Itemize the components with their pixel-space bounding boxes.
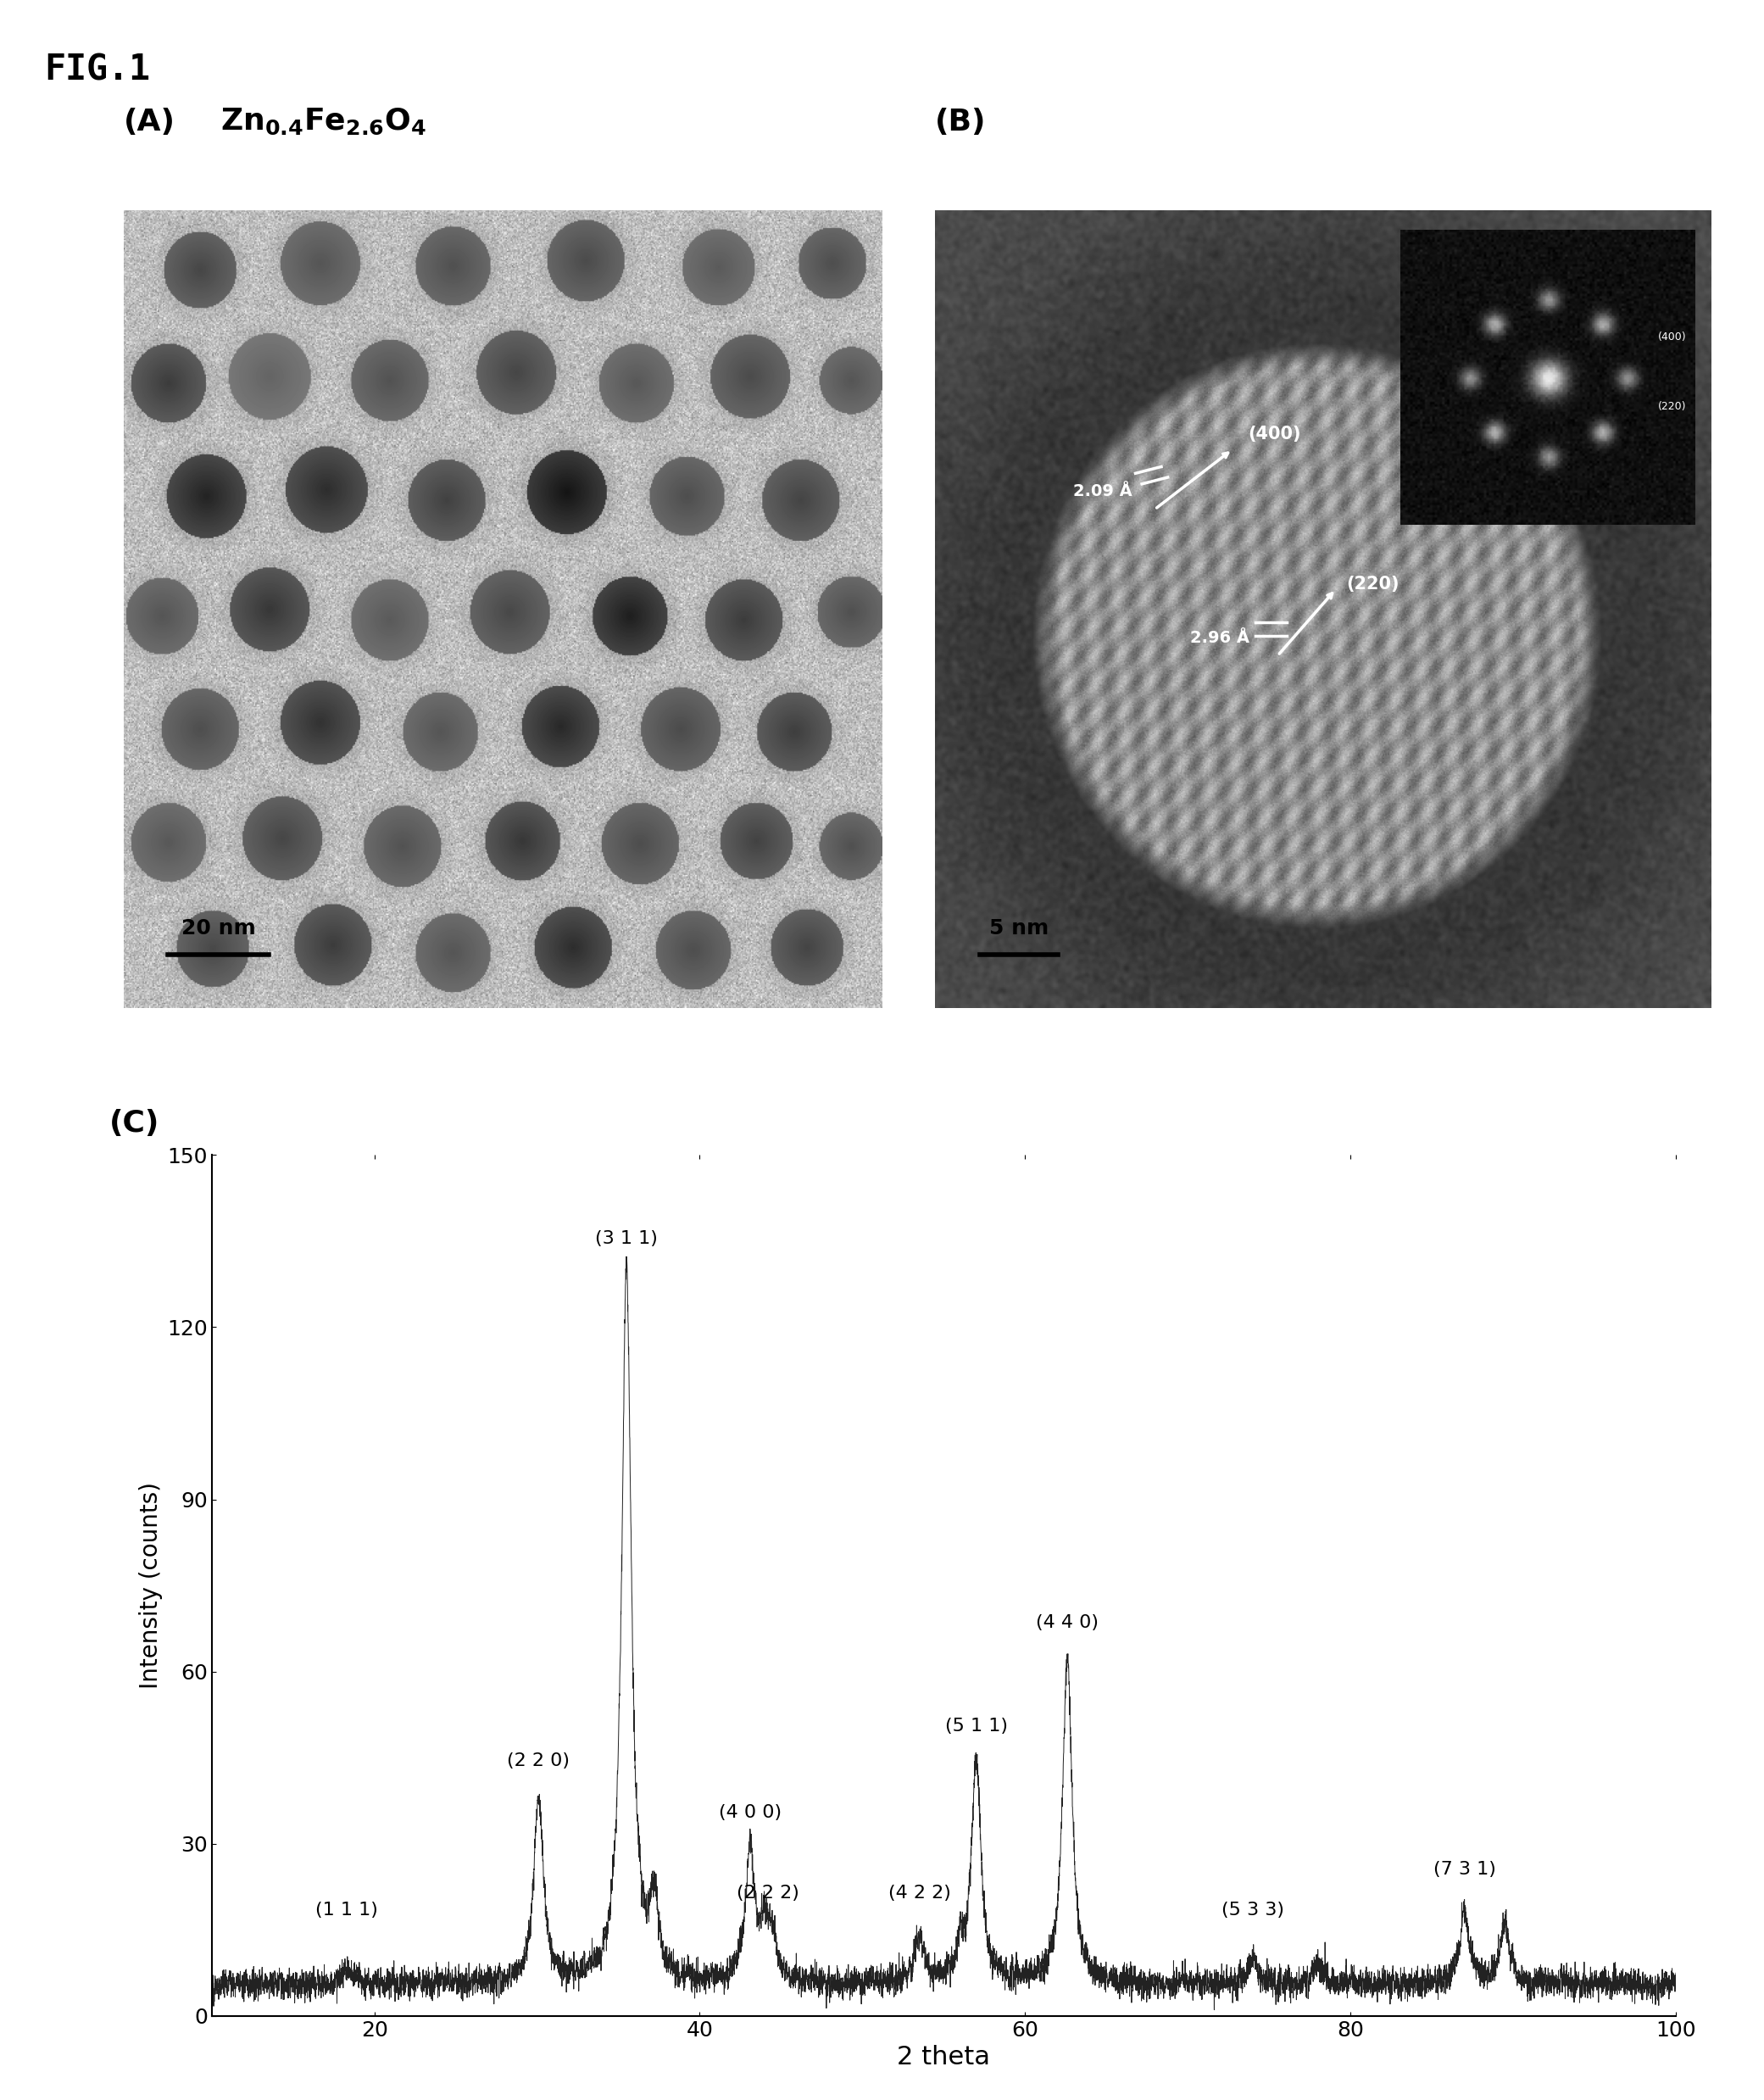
Text: (3 1 1): (3 1 1) [594, 1231, 658, 1247]
Text: (400): (400) [1247, 424, 1302, 443]
Text: 20 nm: 20 nm [182, 918, 256, 939]
Text: $\mathbf{Zn_{0.4}Fe_{2.6}O_4}$: $\mathbf{Zn_{0.4}Fe_{2.6}O_4}$ [220, 107, 427, 136]
Text: FIG.1: FIG.1 [44, 52, 150, 88]
Text: (2 2 2): (2 2 2) [737, 1884, 799, 1900]
Text: 2.09 Å: 2.09 Å [1074, 483, 1132, 500]
Text: (A): (A) [123, 107, 175, 136]
Text: (B): (B) [935, 107, 986, 136]
Text: (4 4 0): (4 4 0) [1035, 1615, 1099, 1632]
Text: (2 2 0): (2 2 0) [508, 1751, 570, 1768]
Text: (5 3 3): (5 3 3) [1221, 1900, 1284, 1919]
Text: 5 nm: 5 nm [990, 918, 1050, 939]
Text: (220): (220) [1346, 575, 1399, 592]
Y-axis label: Intensity (counts): Intensity (counts) [139, 1483, 162, 1688]
Text: (4 2 2): (4 2 2) [887, 1884, 951, 1900]
Text: (5 1 1): (5 1 1) [946, 1718, 1007, 1735]
Text: (1 1 1): (1 1 1) [316, 1900, 377, 1919]
X-axis label: 2 theta: 2 theta [898, 2045, 990, 2071]
Text: (4 0 0): (4 0 0) [718, 1804, 781, 1821]
Text: (C): (C) [109, 1109, 159, 1138]
Text: 2.96 Å: 2.96 Å [1191, 630, 1249, 645]
Text: (7 3 1): (7 3 1) [1432, 1861, 1496, 1877]
